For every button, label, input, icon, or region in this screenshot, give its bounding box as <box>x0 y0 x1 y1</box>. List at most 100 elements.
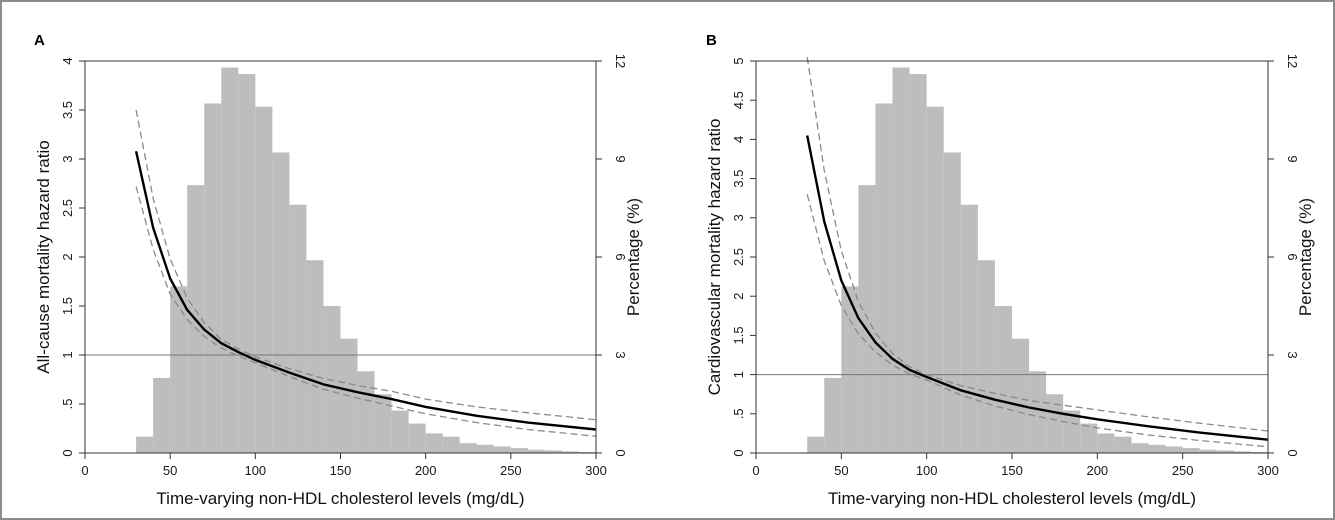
x-tick-label: 250 <box>500 463 522 478</box>
histogram-bar <box>1080 423 1098 453</box>
y-tick-label: 1.5 <box>731 326 746 344</box>
x-tick-label: 150 <box>330 463 352 478</box>
histogram-bar <box>357 371 375 453</box>
histogram-bar <box>289 204 307 453</box>
ci-lower-line <box>806 194 1269 448</box>
histogram-bar <box>510 448 528 453</box>
histogram-bar <box>875 103 893 453</box>
histogram-bar <box>1114 436 1132 453</box>
histogram-bar <box>858 185 876 453</box>
histogram-bar <box>909 74 927 454</box>
y-axis-title: Cardiovascular mortality hazard ratio <box>705 119 724 396</box>
x-tick-label: 200 <box>415 463 437 478</box>
histogram-bar <box>960 204 978 453</box>
y2-tick-label: 3 <box>1285 351 1300 358</box>
histogram-bar <box>841 286 859 453</box>
x-tick-label: 100 <box>244 463 266 478</box>
x-axis-title: Time-varying non-HDL cholesterol levels … <box>156 489 524 508</box>
histogram-bar <box>943 152 961 453</box>
histogram-bar <box>493 446 511 453</box>
histogram-bar <box>255 106 273 453</box>
y-tick-label: 4.5 <box>731 91 746 109</box>
y-tick-label: 3 <box>731 214 746 221</box>
histogram-bar <box>136 436 154 453</box>
y-tick-label: .5 <box>60 399 75 410</box>
y2-tick-label: 12 <box>613 54 628 68</box>
y2-tick-label: 9 <box>1285 155 1300 162</box>
histogram-bar <box>1199 449 1217 453</box>
histogram-bar <box>1029 371 1047 453</box>
x-tick-label: 100 <box>916 463 938 478</box>
y-tick-label: 0 <box>731 449 746 456</box>
histogram-bar <box>926 106 944 453</box>
y2-tick-label: 3 <box>613 351 628 358</box>
ci-upper-line <box>135 109 597 421</box>
y2-tick-label: 0 <box>1285 449 1300 456</box>
histogram-bar <box>221 67 239 454</box>
histogram-bar <box>994 306 1012 453</box>
histogram-bar <box>425 433 443 453</box>
y-tick-label: .5 <box>731 408 746 419</box>
histogram-bar <box>374 394 392 453</box>
histogram-bar <box>824 377 842 453</box>
histogram-bar <box>977 260 995 453</box>
histogram-bar <box>1097 433 1115 453</box>
histogram-bar <box>544 450 562 453</box>
histogram-bar <box>1216 450 1234 453</box>
histogram-bar <box>306 260 324 453</box>
histogram-bar <box>153 377 171 453</box>
y-tick-label: 2.5 <box>60 199 75 217</box>
histogram-bar <box>1131 443 1149 453</box>
y-tick-label: 2 <box>60 253 75 260</box>
y2-tick-label: 6 <box>1285 253 1300 260</box>
y-tick-label: 4 <box>60 57 75 64</box>
histogram-bar <box>476 444 494 453</box>
y-tick-label: 5 <box>731 57 746 64</box>
x-tick-label: 200 <box>1086 463 1108 478</box>
y-tick-label: 0 <box>60 449 75 456</box>
y-tick-label: 3 <box>60 155 75 162</box>
histogram-bar <box>238 74 256 454</box>
histogram-bar <box>204 103 222 453</box>
x-tick-label: 50 <box>163 463 177 478</box>
histogram-bar <box>807 436 825 453</box>
y2-tick-label: 0 <box>613 449 628 456</box>
histogram-bar <box>272 152 290 453</box>
y2-axis-title: Percentage (%) <box>624 198 643 316</box>
ci-lower-line <box>135 186 597 437</box>
y-tick-label: 2.5 <box>731 248 746 266</box>
y-tick-label: 1 <box>60 351 75 358</box>
y-tick-label: 1 <box>731 371 746 378</box>
histogram-bar <box>1148 444 1166 453</box>
histogram-bar <box>1165 446 1183 453</box>
histogram-bar <box>1182 448 1200 453</box>
x-tick-label: 0 <box>81 463 88 478</box>
histogram-bar <box>170 286 188 453</box>
y2-axis-title: Percentage (%) <box>1296 198 1315 316</box>
histogram-bar <box>408 423 426 453</box>
y-tick-label: 3.5 <box>60 101 75 119</box>
histogram-bar <box>561 451 579 453</box>
histogram-bar <box>391 410 409 453</box>
x-axis-title: Time-varying non-HDL cholesterol levels … <box>828 489 1196 508</box>
histogram-bar <box>1063 410 1081 453</box>
histogram-bar <box>442 436 460 453</box>
y-tick-label: 4 <box>731 136 746 143</box>
ci-upper-line <box>806 57 1269 432</box>
histogram-bar <box>1012 338 1030 453</box>
hazard-ratio-line <box>806 135 1269 441</box>
panel-label: A <box>34 32 45 49</box>
x-tick-label: 50 <box>834 463 848 478</box>
x-tick-label: 250 <box>1172 463 1194 478</box>
x-tick-label: 0 <box>752 463 759 478</box>
histogram-bar <box>892 67 910 454</box>
x-tick-label: 300 <box>585 463 607 478</box>
x-tick-label: 300 <box>1257 463 1279 478</box>
x-tick-label: 150 <box>1001 463 1023 478</box>
y2-tick-label: 9 <box>613 155 628 162</box>
histogram-bar <box>1233 451 1251 453</box>
y-tick-label: 1.5 <box>60 297 75 315</box>
histogram-bar <box>323 306 341 453</box>
